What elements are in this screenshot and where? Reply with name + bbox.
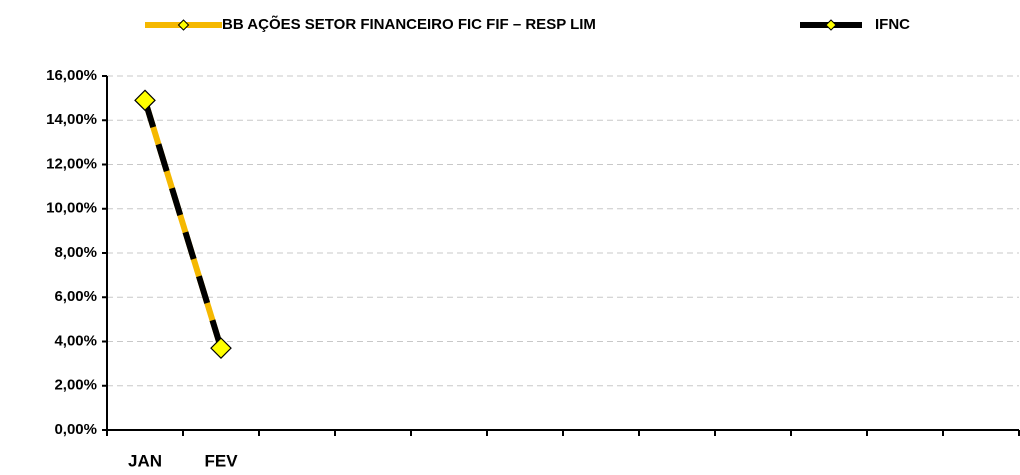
legend-marker [825,19,837,31]
y-tick-label: 0,00% [54,421,97,438]
y-tick-label: 10,00% [46,200,97,217]
y-tick-label: 4,00% [54,332,97,349]
y-tick-label: 6,00% [54,288,97,305]
legend-marker [177,19,190,31]
marker [134,89,156,112]
series-line [142,99,224,350]
marker [210,337,232,359]
legend-label: IFNC [875,16,910,33]
x-tick-label: JAN [128,451,162,470]
x-tick-label: FEV [204,451,238,470]
y-tick-label: 16,00% [46,67,97,84]
y-tick-label: 2,00% [54,377,97,394]
y-tick-label: 14,00% [46,111,97,128]
legend-label: BB AÇÕES SETOR FINANCEIRO FIC FIF – RESP… [222,15,596,33]
y-tick-label: 8,00% [54,244,97,261]
y-tick-label: 12,00% [46,155,97,172]
